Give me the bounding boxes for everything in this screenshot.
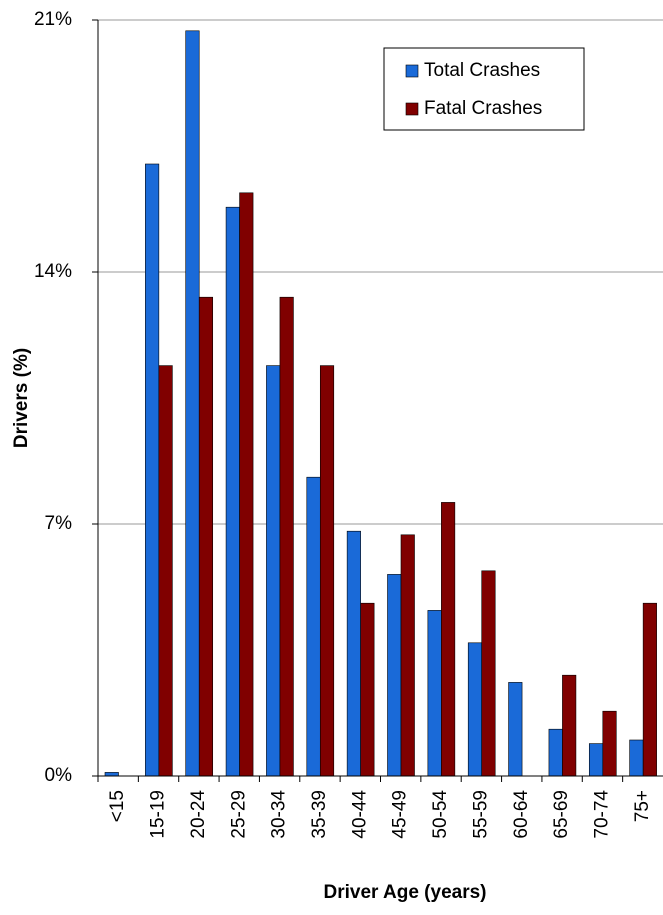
bar bbox=[508, 682, 523, 777]
bar bbox=[145, 163, 160, 777]
x-tick-label: 60-64 bbox=[511, 790, 532, 839]
bar bbox=[588, 743, 604, 777]
y-tick-label: 14% bbox=[34, 261, 72, 282]
legend-box bbox=[383, 47, 585, 131]
x-axis-title: Driver Age (years) bbox=[324, 882, 487, 903]
x-tick-label: 40-44 bbox=[349, 790, 370, 839]
x-tick-label: 15-19 bbox=[148, 790, 169, 839]
x-tick-label: 45-49 bbox=[390, 790, 411, 839]
bar bbox=[629, 739, 644, 777]
legend-label: Total Crashes bbox=[424, 60, 540, 81]
x-tick-label: 75+ bbox=[632, 790, 653, 822]
bar bbox=[185, 30, 200, 777]
bar bbox=[279, 296, 294, 777]
bar bbox=[104, 772, 119, 777]
x-tick-label: 25-29 bbox=[228, 790, 249, 839]
bar bbox=[306, 476, 321, 777]
bar bbox=[467, 642, 483, 777]
bar bbox=[360, 602, 375, 777]
x-tick-label: 65-69 bbox=[551, 790, 572, 839]
legend-swatch bbox=[405, 64, 419, 78]
y-tick-label: 7% bbox=[45, 513, 73, 534]
x-tick-label: <15 bbox=[107, 790, 128, 822]
bar bbox=[239, 192, 254, 777]
legend-swatch bbox=[405, 102, 419, 116]
bar bbox=[387, 574, 402, 777]
bar bbox=[400, 534, 415, 777]
x-tick-label: 70-74 bbox=[591, 790, 612, 839]
bar bbox=[427, 610, 442, 777]
bar bbox=[158, 365, 173, 777]
y-tick-label: 0% bbox=[45, 765, 73, 786]
bar bbox=[225, 206, 240, 777]
bar bbox=[319, 365, 335, 777]
x-tick-label: 55-59 bbox=[470, 790, 491, 839]
bar bbox=[441, 502, 456, 777]
x-tick-label: 35-39 bbox=[309, 790, 330, 839]
x-tick-label: 30-34 bbox=[269, 790, 290, 839]
bar bbox=[548, 728, 563, 777]
legend-label: Fatal Crashes bbox=[424, 98, 542, 119]
y-tick-label: 21% bbox=[34, 9, 72, 30]
x-tick-label: 20-24 bbox=[188, 790, 209, 839]
y-axis-title: Drivers (%) bbox=[11, 348, 32, 448]
bar bbox=[346, 530, 361, 777]
bar bbox=[602, 710, 617, 777]
bar bbox=[266, 365, 281, 777]
bar bbox=[481, 570, 496, 777]
bar bbox=[198, 296, 214, 777]
x-tick-label: 50-54 bbox=[430, 790, 451, 839]
bar bbox=[642, 602, 657, 777]
bar bbox=[562, 674, 577, 777]
